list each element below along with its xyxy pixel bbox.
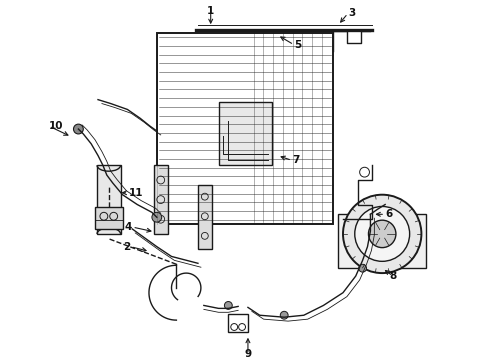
- Bar: [219, 102, 272, 165]
- Bar: [338, 214, 426, 268]
- Bar: [157, 33, 333, 224]
- Bar: [97, 165, 121, 234]
- Bar: [228, 314, 248, 332]
- Circle shape: [368, 220, 396, 248]
- Circle shape: [152, 212, 162, 222]
- Text: 2: 2: [123, 242, 130, 252]
- Bar: [154, 165, 168, 234]
- Circle shape: [280, 311, 288, 319]
- Text: 3: 3: [348, 8, 355, 18]
- Text: 4: 4: [125, 222, 132, 232]
- Text: 7: 7: [292, 156, 299, 165]
- Circle shape: [359, 264, 367, 272]
- Text: 6: 6: [385, 209, 392, 219]
- Circle shape: [343, 195, 421, 273]
- Bar: [95, 207, 122, 229]
- Text: 9: 9: [245, 350, 251, 359]
- Text: 11: 11: [128, 188, 143, 198]
- Circle shape: [355, 207, 410, 261]
- Circle shape: [224, 302, 232, 309]
- Circle shape: [74, 124, 83, 134]
- Text: 1: 1: [207, 6, 214, 17]
- Text: 5: 5: [294, 40, 301, 50]
- Text: 8: 8: [390, 271, 396, 281]
- Bar: [198, 185, 212, 249]
- Text: 10: 10: [49, 121, 64, 131]
